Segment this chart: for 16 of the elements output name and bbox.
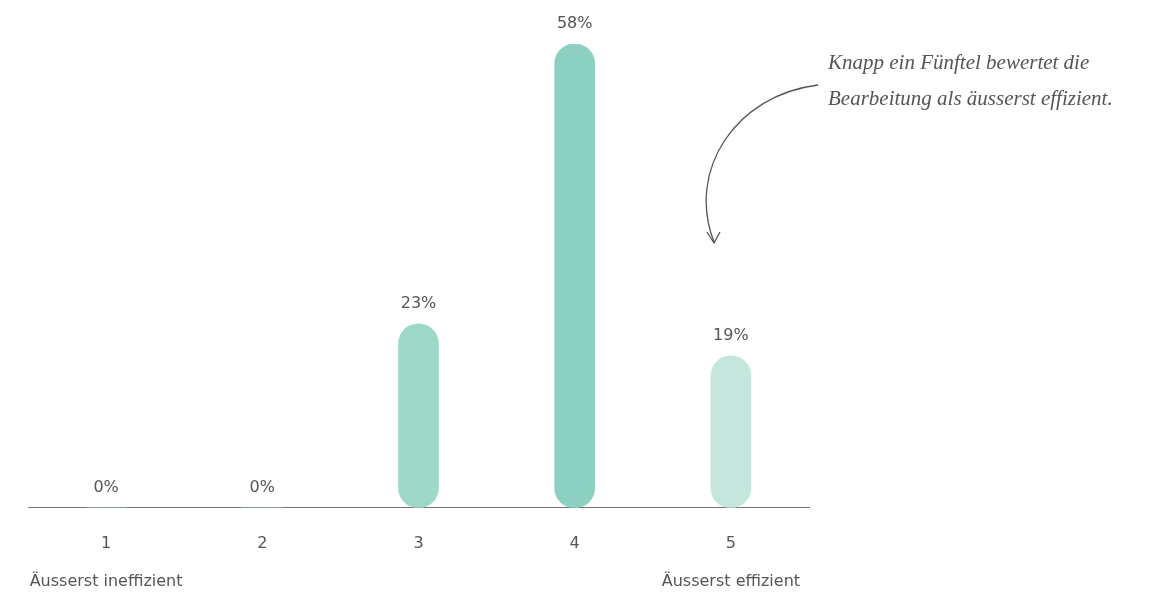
data-label: 19%: [713, 324, 749, 344]
x-tick-label: 5: [725, 532, 736, 552]
bar: [710, 355, 752, 508]
text: Knapp ein Fünftel bewertet die Bearbeitung als äusserst effizient.: [828, 49, 1114, 112]
text: Äusserst effizient: [661, 570, 801, 590]
data-label: 23%: [400, 292, 437, 312]
x-tick-label: 2: [257, 532, 268, 552]
text: Äusserst ineffizient: [29, 570, 183, 590]
x-tick-label: 4: [569, 532, 580, 552]
data-label: 0%: [249, 476, 275, 496]
x-tick-label: 3: [413, 532, 424, 552]
data-label: 58%: [556, 13, 593, 32]
bar: [398, 323, 439, 508]
x-tick-label: 1: [101, 532, 112, 552]
data-label: 0%: [93, 476, 119, 496]
bar: [554, 44, 596, 508]
